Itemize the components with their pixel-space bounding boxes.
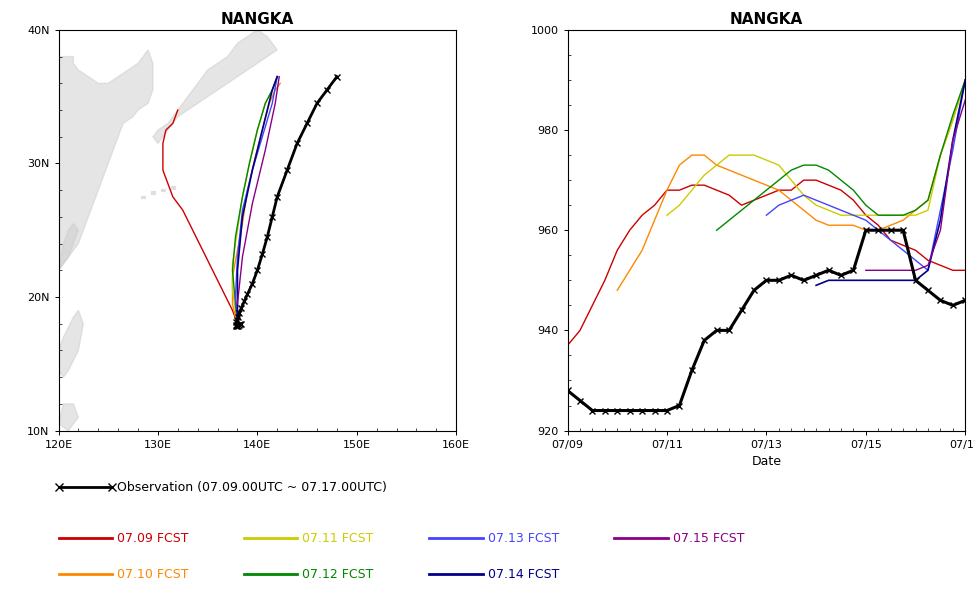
Polygon shape [171, 186, 175, 189]
X-axis label: Date: Date [752, 455, 781, 468]
Title: NANGKA: NANGKA [729, 13, 803, 28]
Text: 07.11 FCST: 07.11 FCST [302, 532, 373, 545]
Polygon shape [141, 196, 145, 198]
Text: 07.15 FCST: 07.15 FCST [673, 532, 744, 545]
Text: 07.13 FCST: 07.13 FCST [488, 532, 559, 545]
Polygon shape [153, 30, 277, 144]
Text: 07.10 FCST: 07.10 FCST [117, 568, 188, 581]
Text: 07.09 FCST: 07.09 FCST [117, 532, 188, 545]
Polygon shape [151, 191, 155, 194]
Text: Observation (07.09.00UTC ~ 07.17.00UTC): Observation (07.09.00UTC ~ 07.17.00UTC) [117, 481, 387, 494]
Polygon shape [58, 50, 153, 270]
Polygon shape [58, 224, 78, 270]
Title: NANGKA: NANGKA [220, 13, 294, 28]
Polygon shape [58, 404, 78, 431]
Polygon shape [267, 0, 307, 3]
Polygon shape [54, 310, 83, 377]
Text: 07.12 FCST: 07.12 FCST [302, 568, 373, 581]
Polygon shape [161, 189, 165, 191]
Text: 07.14 FCST: 07.14 FCST [488, 568, 559, 581]
